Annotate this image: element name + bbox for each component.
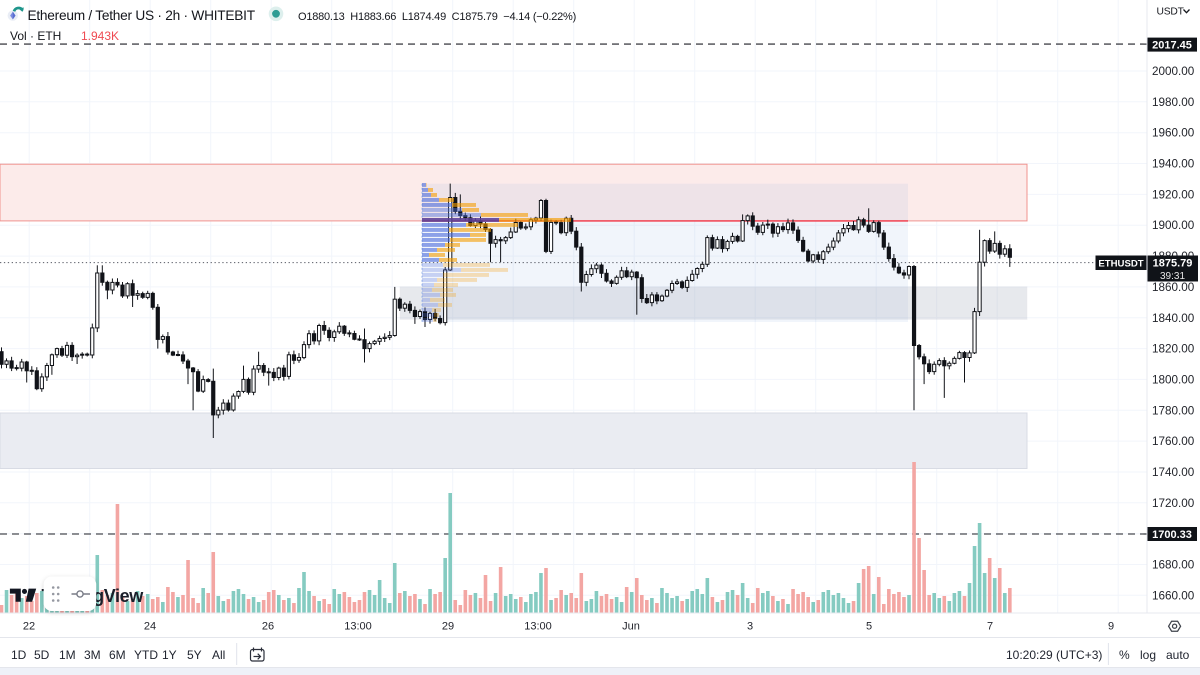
- svg-text:log: log: [1140, 648, 1156, 662]
- svg-text:3: 3: [747, 621, 753, 633]
- svg-text:1D: 1D: [11, 648, 27, 662]
- svg-text:Jun: Jun: [622, 621, 640, 633]
- svg-text:1.943K: 1.943K: [81, 29, 119, 43]
- svg-text:5D: 5D: [34, 648, 50, 662]
- svg-text:1920.00: 1920.00: [1152, 188, 1195, 201]
- svg-text:1760.00: 1760.00: [1152, 435, 1195, 448]
- svg-text:29: 29: [442, 621, 454, 633]
- svg-text:1780.00: 1780.00: [1152, 404, 1195, 417]
- svg-text:Vol · ETH: Vol · ETH: [10, 29, 61, 43]
- svg-text:USDT: USDT: [1157, 7, 1185, 18]
- svg-text:2017.45: 2017.45: [1152, 39, 1192, 51]
- svg-text:1M: 1M: [59, 648, 76, 662]
- svg-text:1800.00: 1800.00: [1152, 373, 1195, 386]
- svg-text:10:20:29 (UTC+3): 10:20:29 (UTC+3): [1006, 648, 1102, 662]
- svg-text:5: 5: [866, 621, 872, 633]
- svg-text:13:00: 13:00: [524, 621, 552, 633]
- svg-text:1840.00: 1840.00: [1152, 312, 1195, 325]
- svg-text:1720.00: 1720.00: [1152, 497, 1195, 510]
- svg-text:7: 7: [987, 621, 993, 633]
- svg-text:All: All: [212, 648, 225, 662]
- svg-text:1820.00: 1820.00: [1152, 343, 1195, 356]
- svg-text:9: 9: [1108, 621, 1114, 633]
- svg-text:YTD: YTD: [134, 648, 158, 662]
- svg-text:1900.00: 1900.00: [1152, 219, 1195, 232]
- svg-text:1680.00: 1680.00: [1152, 559, 1195, 572]
- svg-text:1Y: 1Y: [162, 648, 177, 662]
- svg-text:5Y: 5Y: [187, 648, 202, 662]
- svg-text:1875.79: 1875.79: [1153, 258, 1193, 270]
- svg-text:3M: 3M: [84, 648, 101, 662]
- svg-text:1660.00: 1660.00: [1152, 589, 1195, 602]
- svg-text:Ethereum / Tether US · 2h · WH: Ethereum / Tether US · 2h · WHITEBIT: [28, 8, 256, 23]
- svg-text:26: 26: [262, 621, 274, 633]
- svg-text:24: 24: [144, 621, 156, 633]
- svg-text:ETHUSDT: ETHUSDT: [1098, 258, 1143, 269]
- svg-text:1960.00: 1960.00: [1152, 127, 1195, 140]
- svg-text:2000.00: 2000.00: [1152, 65, 1195, 78]
- svg-text:13:00: 13:00: [344, 621, 372, 633]
- svg-text:6M: 6M: [109, 648, 126, 662]
- svg-text:1940.00: 1940.00: [1152, 158, 1195, 171]
- svg-text:auto: auto: [1166, 648, 1190, 662]
- svg-text:22: 22: [23, 621, 35, 633]
- svg-text:%: %: [1119, 648, 1130, 662]
- svg-text:O1880.13 H1883.66 L1874.49: O1880.13 H1883.66 L1874.49 C1875.79 −4.1…: [298, 11, 576, 23]
- svg-text:1860.00: 1860.00: [1152, 281, 1195, 294]
- svg-text:1980.00: 1980.00: [1152, 96, 1195, 109]
- svg-text:1740.00: 1740.00: [1152, 466, 1195, 479]
- svg-text:39:31: 39:31: [1160, 271, 1185, 282]
- svg-text:1700.33: 1700.33: [1152, 529, 1192, 541]
